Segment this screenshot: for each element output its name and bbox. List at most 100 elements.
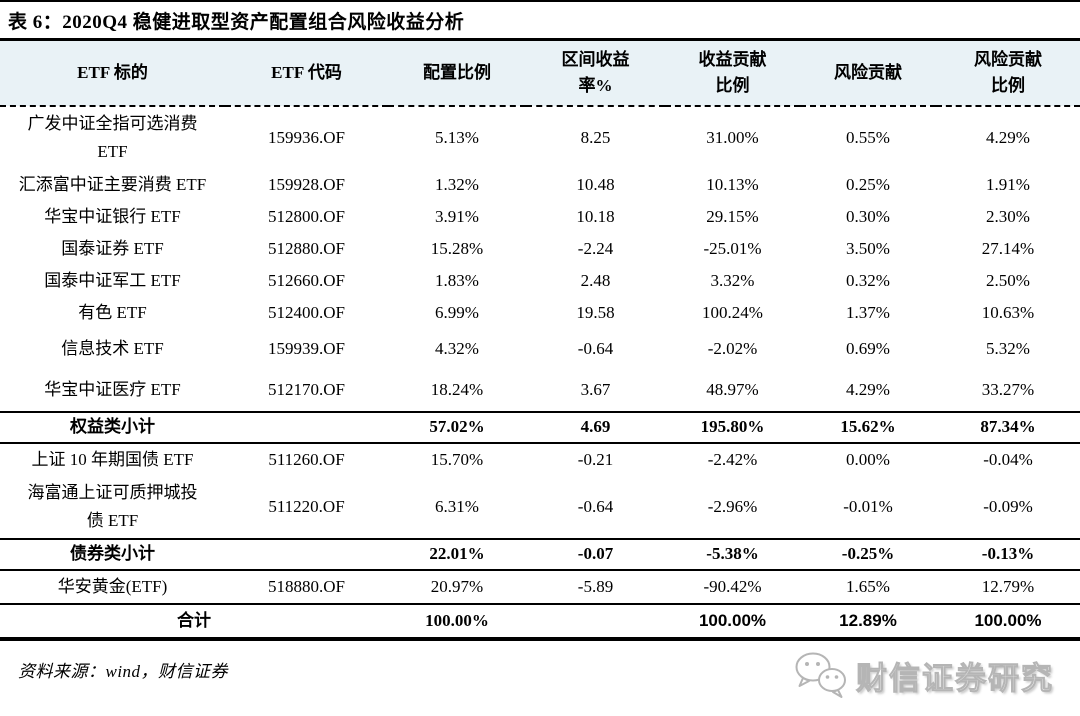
table-cell: 15.70%: [430, 449, 484, 469]
table-cell: 广发中证全指可选消费 ETF: [27, 113, 198, 161]
table-cell: 1.83%: [435, 270, 479, 290]
table-cell: -0.07: [526, 538, 665, 571]
table-cell: -0.13%: [936, 538, 1080, 571]
table-cell: 10.48: [576, 174, 615, 194]
table-cell: 0.32%: [846, 270, 890, 290]
table-cell: 1.91%: [986, 174, 1030, 194]
header-row: ETF 标的 ETF 代码 配置比例 区间收益 率% 收益贡献 比例 风险贡献 风险贡献 比…: [0, 41, 1080, 107]
table-cell: 33.27%: [981, 380, 1035, 400]
table-cell: 511260.OF: [268, 449, 345, 469]
table-cell: 87.34%: [936, 411, 1080, 444]
table-cell: 汇添富中证主要消费 ETF: [18, 174, 207, 194]
source-note: 资料来源：wind，财信证券: [18, 662, 229, 681]
table-cell: -25.01%: [703, 238, 762, 258]
table-cell: 0.55%: [846, 127, 890, 147]
table-cell: 511220.OF: [268, 496, 345, 516]
table-row: 合计 100.00% 100.00% 12.89% 100.00%: [0, 603, 1080, 641]
table-cell: 22.01%: [388, 538, 526, 571]
table-cell: -90.42%: [703, 576, 762, 596]
table-cell: 6.99%: [435, 302, 479, 322]
table-cell: 100.24%: [702, 302, 763, 322]
table-cell: 国泰中证军工 ETF: [44, 270, 181, 290]
table-cell: 5.32%: [986, 339, 1030, 359]
table-cell: -2.24: [577, 238, 614, 258]
table-row: 信息技术 ETF 159939.OF 4.32% -0.64 -2.02% 0.69% 5.…: [0, 329, 1080, 370]
table-cell: -2.96%: [707, 496, 758, 516]
table-cell: 5.13%: [435, 127, 479, 147]
watermark-label: 财信证券研究: [856, 660, 1054, 696]
table-row: 债券类小计 22.01% -0.07 -5.38% -0.25% -0.13%: [0, 538, 1080, 571]
table-cell: 159928.OF: [268, 174, 345, 194]
table-cell: 华安黄金(ETF): [57, 576, 168, 596]
table-cell: 上证 10 年期国债 ETF: [31, 449, 194, 469]
table-cell: 10.13%: [706, 174, 759, 194]
table-cell: [225, 538, 388, 571]
table-footer: 资料来源：wind，财信证券: [0, 641, 1080, 682]
table-cell: 华宝中证银行 ETF: [44, 206, 181, 226]
table-cell: 512170.OF: [268, 380, 345, 400]
etf-table: ETF 标的 ETF 代码 配置比例 区间收益 率% 收益贡献 比例 风险贡献 风险贡献 比…: [0, 41, 1080, 641]
table-cell: -0.04%: [983, 449, 1033, 469]
table-cell: -2.02%: [707, 339, 758, 359]
column-header: 风险贡献 比例: [936, 41, 1080, 107]
title-rule: [0, 38, 1080, 41]
table-cell: 20.97%: [430, 576, 484, 596]
column-header: 配置比例: [388, 41, 526, 107]
table-cell: 512660.OF: [268, 270, 345, 290]
table-cell: 4.69: [526, 411, 665, 444]
table-cell: 2.50%: [986, 270, 1030, 290]
table-row: 权益类小计 57.02% 4.69 195.80% 15.62% 87.34%: [0, 411, 1080, 444]
table-cell: [225, 411, 388, 444]
page-title: 表 6：2020Q4 稳健进取型资产配置组合风险收益分析: [8, 12, 465, 33]
table-cell: 10.63%: [981, 302, 1035, 322]
table-row: 海富通上证可质押城投 债 ETF 511220.OF 6.31% -0.64 -2.96…: [0, 476, 1080, 539]
table-cell: 1.32%: [435, 174, 479, 194]
table-cell: 57.02%: [388, 411, 526, 444]
column-header: 区间收益 率%: [526, 41, 665, 107]
column-header: 收益贡献 比例: [665, 41, 800, 107]
table-cell: 2.48: [580, 270, 611, 290]
table-cell: 华宝中证医疗 ETF: [44, 380, 181, 400]
table-cell: 100.00%: [665, 603, 800, 641]
table-cell: 有色 ETF: [78, 302, 147, 322]
table-cell: 4.29%: [846, 380, 890, 400]
table-cell: 海富通上证可质押城投 债 ETF: [27, 482, 198, 530]
table-body: 广发中证全指可选消费 ETF 159936.OF 5.13% 8.25 31.00% 0.…: [0, 106, 1080, 641]
table-cell: 1.65%: [846, 576, 890, 596]
table-cell: 国泰证券 ETF: [61, 238, 164, 258]
table-row: 有色 ETF 512400.OF 6.99% 19.58 100.24% 1.37% 10.…: [0, 297, 1080, 329]
table-cell: 4.32%: [435, 339, 479, 359]
table-cell: 0.69%: [846, 339, 890, 359]
table-cell: 信息技术 ETF: [61, 339, 164, 359]
top-rule: [0, 0, 1080, 2]
watermark: 财信证券研究: [794, 650, 1054, 700]
table-cell: 159936.OF: [268, 127, 345, 147]
table-cell: 3.67: [580, 380, 611, 400]
table-cell: 权益类小计: [0, 411, 225, 444]
table-cell: 0.00%: [846, 449, 890, 469]
table-cell: 100.00%: [936, 603, 1080, 641]
table-cell: 512880.OF: [268, 238, 345, 258]
table-cell: 3.91%: [435, 206, 479, 226]
table-cell: -0.64: [577, 496, 614, 516]
table-row: 汇添富中证主要消费 ETF 159928.OF 1.32% 10.48 10.13% 0.…: [0, 169, 1080, 201]
column-header: 风险贡献: [800, 41, 936, 107]
table-cell: 8.25: [580, 127, 611, 147]
table-cell: 6.31%: [435, 496, 479, 516]
column-header: ETF 代码: [225, 41, 388, 107]
table-cell: 15.28%: [430, 238, 484, 258]
table-cell: 1.37%: [846, 302, 890, 322]
table-cell: 195.80%: [665, 411, 800, 444]
table-row: 国泰中证军工 ETF 512660.OF 1.83% 2.48 3.32% 0.32% 2.…: [0, 265, 1080, 297]
table-cell: 19.58: [576, 302, 615, 322]
table-cell: 512800.OF: [268, 206, 345, 226]
table-cell: 100.00%: [388, 603, 526, 641]
table-cell: 31.00%: [706, 127, 759, 147]
table-cell: 0.30%: [846, 206, 890, 226]
table-cell: 债券类小计: [0, 538, 225, 571]
table-cell: -0.01%: [843, 496, 893, 516]
table-cell: 2.30%: [986, 206, 1030, 226]
table-cell: 4.29%: [986, 127, 1030, 147]
wechat-icon: [795, 652, 846, 698]
